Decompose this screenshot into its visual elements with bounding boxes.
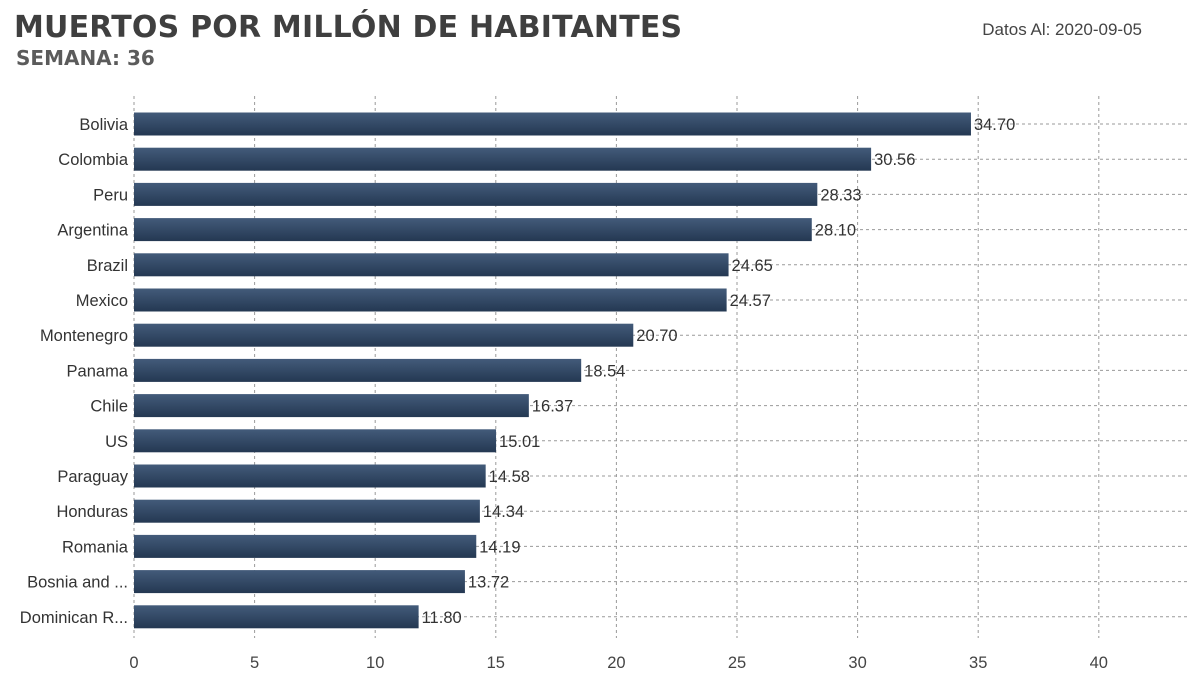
bar-argentina xyxy=(134,218,812,242)
x-tick-label: 20 xyxy=(607,654,625,672)
x-tick-label: 10 xyxy=(366,654,384,672)
bar-bosnia-and xyxy=(134,570,465,594)
value-label: 16.37 xyxy=(532,398,573,416)
value-label: 15.01 xyxy=(499,433,540,451)
bar-chile xyxy=(134,394,529,418)
category-label: Chile xyxy=(90,398,128,416)
chart-title: MUERTOS POR MILLÓN DE HABITANTES xyxy=(14,10,683,45)
bar-us xyxy=(134,429,497,453)
bar-colombia xyxy=(134,147,872,171)
category-label: Colombia xyxy=(58,151,129,169)
value-label: 28.10 xyxy=(815,222,856,240)
category-label: Panama xyxy=(67,362,129,380)
category-label: Argentina xyxy=(57,222,128,240)
bar-peru xyxy=(134,182,818,206)
category-label: US xyxy=(105,433,128,451)
category-label: Honduras xyxy=(56,503,128,521)
value-label: 14.19 xyxy=(479,538,520,556)
value-label: 13.72 xyxy=(468,574,509,592)
data-date-note: Datos Al: 2020-09-05 xyxy=(982,20,1142,39)
bar-brazil xyxy=(134,253,729,277)
category-label: Dominican R... xyxy=(20,609,128,627)
category-label: Bosnia and ... xyxy=(27,574,128,592)
x-tick-label: 0 xyxy=(129,654,138,672)
value-label: 24.57 xyxy=(730,292,771,310)
category-label: Brazil xyxy=(87,257,128,275)
x-tick-label: 25 xyxy=(728,654,746,672)
value-label: 14.58 xyxy=(489,468,530,486)
value-label: 11.80 xyxy=(422,609,462,627)
category-label: Bolivia xyxy=(79,116,128,134)
value-label: 28.33 xyxy=(820,186,861,204)
chart-subtitle: SEMANA: 36 xyxy=(16,46,155,70)
category-label: Mexico xyxy=(76,292,128,310)
value-label: 20.70 xyxy=(636,327,677,345)
x-tick-label: 40 xyxy=(1090,654,1108,672)
category-label: Romania xyxy=(62,538,129,556)
x-tick-label: 35 xyxy=(969,654,987,672)
bar-bolivia xyxy=(134,112,971,136)
x-tick-label: 5 xyxy=(250,654,259,672)
bar-romania xyxy=(134,534,477,558)
bar-mexico xyxy=(134,288,727,312)
category-label: Montenegro xyxy=(40,327,128,345)
bar-honduras xyxy=(134,499,480,523)
value-label: 30.56 xyxy=(874,151,915,169)
labels: 0 5 10 15 20 25 30 35 40 Bolivia 34.70 Colombia 30.5… xyxy=(20,116,1108,672)
category-label: Paraguay xyxy=(57,468,128,486)
bar-montenegro xyxy=(134,323,634,347)
value-label: 18.54 xyxy=(584,362,625,380)
value-label: 34.70 xyxy=(974,116,1015,134)
value-label: 14.34 xyxy=(483,503,524,521)
bars xyxy=(134,112,971,629)
bar-panama xyxy=(134,358,582,382)
bar-paraguay xyxy=(134,464,486,488)
x-tick-label: 30 xyxy=(848,654,866,672)
category-label: Peru xyxy=(93,186,128,204)
value-label: 24.65 xyxy=(732,257,773,275)
x-tick-label: 15 xyxy=(487,654,505,672)
bar-dominican-r xyxy=(134,605,419,629)
